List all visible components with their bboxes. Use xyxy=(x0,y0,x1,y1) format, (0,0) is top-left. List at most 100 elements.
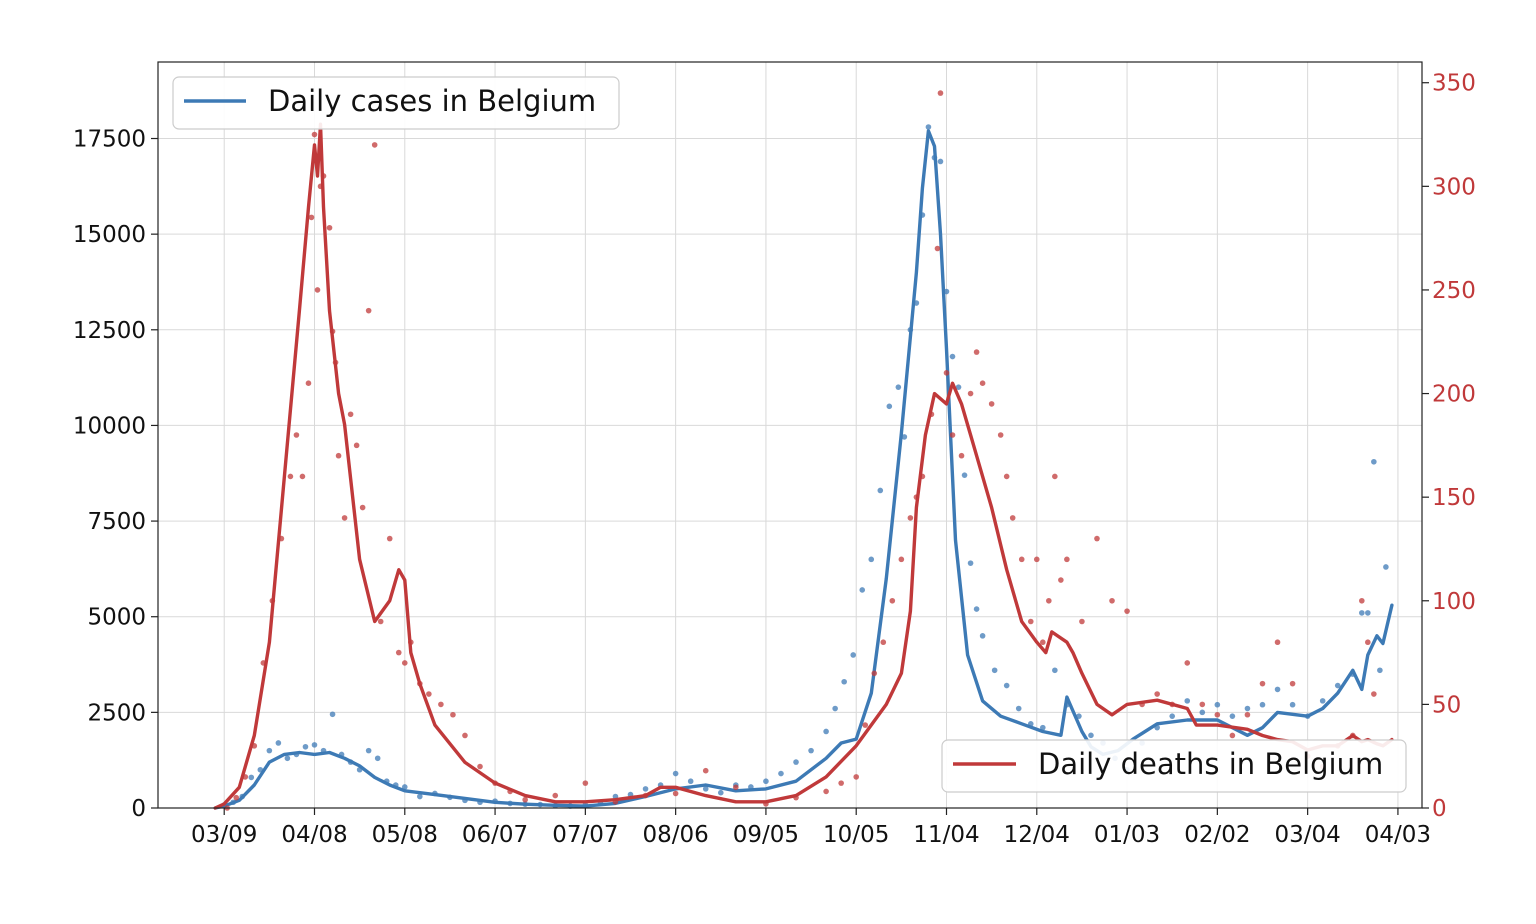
cases-daily-point xyxy=(1383,564,1389,570)
deaths-daily-point xyxy=(395,649,402,656)
cases-daily-point xyxy=(901,434,908,440)
x-tick-label: 07/07 xyxy=(552,822,618,848)
x-tick-label: 01/03 xyxy=(1094,822,1160,848)
left-y-tick-label: 0 xyxy=(131,796,146,822)
cases-daily-point xyxy=(1015,705,1022,712)
deaths-daily-point xyxy=(1124,608,1130,614)
cases-daily-point xyxy=(1088,732,1094,739)
right-y-tick-label: 50 xyxy=(1432,692,1461,718)
deaths-daily-point xyxy=(462,732,468,739)
cases-daily-point xyxy=(365,747,372,754)
left-y-tick-label: 15000 xyxy=(73,222,146,248)
cases-daily-point xyxy=(808,747,814,754)
deaths-daily-point xyxy=(1040,639,1046,646)
deaths-daily-point xyxy=(823,788,829,795)
deaths-daily-point xyxy=(401,660,408,666)
cases-daily-point xyxy=(841,678,847,685)
deaths-daily-point xyxy=(1094,535,1100,542)
deaths-daily-point xyxy=(308,214,315,221)
x-tick-label: 03/04 xyxy=(1274,822,1340,848)
deaths-daily-point xyxy=(1214,711,1221,718)
cases-daily-point xyxy=(1371,458,1377,465)
deaths-daily-point xyxy=(353,442,360,449)
cases-daily-point xyxy=(1377,667,1383,674)
deaths-daily-point xyxy=(967,390,974,397)
left-y-tick-label: 5000 xyxy=(87,605,146,631)
x-tick-label: 11/04 xyxy=(913,822,979,848)
deaths-daily-point xyxy=(1244,711,1251,718)
deaths-daily-point xyxy=(426,691,432,697)
deaths-daily-point xyxy=(937,90,944,96)
x-tick-label: 04/03 xyxy=(1365,822,1431,848)
deaths-daily-point xyxy=(871,670,878,677)
deaths-daily-point xyxy=(450,711,456,718)
axis-layer: 03/09 04/08 05/08 06/07 07/07 08/06 09/05 10/05… xyxy=(73,71,1476,848)
cases-daily-point xyxy=(1289,701,1296,708)
x-tick-label: 05/08 xyxy=(372,822,438,848)
cases-daily-point xyxy=(672,770,679,777)
cases-daily-point xyxy=(1319,698,1326,704)
cases-daily-point xyxy=(329,711,336,718)
deaths-daily-point xyxy=(943,370,950,376)
x-tick-label: 12/04 xyxy=(1004,822,1070,848)
cases-smoothed-line xyxy=(213,129,1394,810)
deaths-daily-point xyxy=(377,618,384,625)
cases-daily-point xyxy=(1334,682,1341,689)
cases-daily-point xyxy=(717,789,724,796)
cases-daily-point xyxy=(832,705,838,712)
cases-daily-point xyxy=(1199,709,1206,716)
legend-cases: Daily cases in Belgium xyxy=(172,76,620,130)
right-y-tick-label: 150 xyxy=(1432,485,1476,511)
cases-daily-point xyxy=(961,472,968,478)
deaths-daily-point xyxy=(1033,556,1040,563)
x-tick-label: 02/02 xyxy=(1184,822,1250,848)
deaths-daily-point xyxy=(988,401,995,407)
deaths-daily-point xyxy=(1259,680,1266,687)
cases-daily-point xyxy=(859,587,866,593)
cases-daily-point xyxy=(895,384,902,390)
cases-daily-point xyxy=(311,742,318,748)
legend-cases-label: Daily cases in Belgium xyxy=(268,84,596,118)
right-y-tick-label: 100 xyxy=(1432,589,1476,615)
x-tick-label: 08/06 xyxy=(642,822,708,848)
deaths-daily-point xyxy=(386,535,393,542)
deaths-daily-point xyxy=(862,722,869,728)
deaths-daily-point xyxy=(934,245,941,252)
deaths-daily-point xyxy=(907,515,914,521)
deaths-daily-point xyxy=(522,796,528,803)
x-tick-label: 04/08 xyxy=(281,822,347,848)
deaths-daily-point xyxy=(311,131,318,138)
cases-daily-point xyxy=(1359,610,1365,616)
deaths-daily-point xyxy=(1229,732,1236,739)
deaths-daily-point xyxy=(1064,556,1070,563)
cases-daily-point xyxy=(284,755,291,762)
legend-deaths-box xyxy=(941,739,1407,793)
legend-deaths: Daily deaths in Belgium xyxy=(941,739,1407,793)
deaths-daily-point xyxy=(1109,597,1115,604)
x-tick-label: 06/07 xyxy=(462,822,528,848)
deaths-daily-point xyxy=(477,763,483,770)
deaths-daily-point xyxy=(672,790,679,797)
cases-daily-point xyxy=(302,743,309,750)
cases-daily-point xyxy=(1052,667,1058,674)
cases-daily-point xyxy=(1040,724,1046,731)
deaths-daily-point xyxy=(1046,597,1052,604)
cases-daily-point xyxy=(1365,610,1371,616)
left-y-tick-label: 10000 xyxy=(73,413,146,439)
cases-daily-point xyxy=(1169,713,1176,719)
cases-daily-point xyxy=(248,774,255,781)
deaths-daily-point xyxy=(949,432,956,438)
deaths-daily-point xyxy=(365,307,372,314)
deaths-smoothed-line xyxy=(213,122,1394,810)
deaths-daily-point xyxy=(1027,618,1034,625)
right-y-tick-label: 200 xyxy=(1432,382,1476,408)
deaths-daily-point xyxy=(299,473,306,480)
left-y-tick-label: 12500 xyxy=(73,318,146,344)
deaths-daily-point xyxy=(898,556,905,563)
cases-daily-point xyxy=(401,784,408,790)
left-y-tick-label: 17500 xyxy=(73,127,146,153)
cases-daily-point xyxy=(417,793,423,800)
deaths-daily-point xyxy=(552,792,559,799)
right-y-tick-label: 250 xyxy=(1432,278,1476,304)
